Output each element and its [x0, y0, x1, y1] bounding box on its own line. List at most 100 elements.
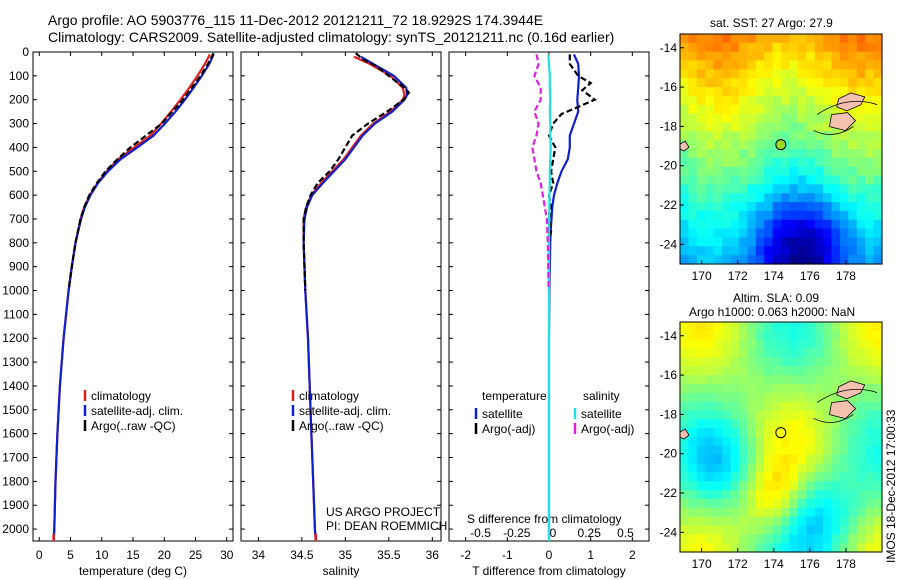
map-sat-sst-map: 170 172 174 176 178 -14 -16 -18 -20 -22 -24	[660, 33, 883, 283]
x-tick-label: -2	[460, 548, 471, 562]
series-line-t-argo-adj-	[547, 54, 597, 291]
plot-frame	[240, 51, 442, 542]
legend-label: Argo(-adj)	[482, 422, 535, 436]
x-tick-label: 176	[800, 269, 820, 283]
s-tick-label: 0.5	[617, 526, 634, 540]
series-line-s-satellite	[547, 54, 552, 541]
x-tick-label: 36	[426, 548, 440, 562]
argo-float-marker	[775, 139, 787, 151]
s-tick-label: 0.25	[578, 526, 602, 540]
x-tick-label: 178	[836, 557, 856, 571]
legend-label: satellite	[482, 407, 523, 421]
credit-line2: PI: DEAN ROEMMICH	[326, 519, 447, 533]
y-tick-label: 0	[22, 45, 29, 59]
y-tick-label: 500	[9, 164, 29, 178]
x-tick-label: 34	[252, 548, 266, 562]
legend-label: climatology	[299, 389, 359, 403]
x-tick-label: 35	[339, 548, 353, 562]
y-tick-label: -18	[660, 119, 678, 133]
legend-label: Argo(..raw -QC)	[91, 419, 176, 433]
map-frame	[679, 321, 883, 553]
sla-map-title-line1: Altim. SLA: 0.09	[733, 291, 820, 305]
y-tick-label: -16	[660, 80, 678, 94]
legend-title-salinity: salinity	[583, 389, 620, 403]
s-tick-label: -0.25	[503, 526, 531, 540]
x-tick-label: 15	[126, 548, 140, 562]
legend-title-temperature: temperature	[482, 389, 547, 403]
x-tick-label: 35.5	[377, 548, 401, 562]
y-tick-label: 1600	[2, 427, 29, 441]
profile-panel-salinity: 34 34.5 35 35.5 36 salinity climatologysatelli…	[240, 51, 442, 578]
y-tick-label: -20	[660, 159, 678, 173]
y-tick-label: 1200	[2, 331, 29, 345]
figure-title-line1: Argo profile: AO 5903776_115 11-Dec-2012…	[48, 12, 544, 28]
y-tick-label: -16	[660, 368, 678, 382]
x-tick-label: 5	[67, 548, 74, 562]
colour-field	[680, 322, 883, 553]
legend-label: Argo(-adj)	[581, 422, 634, 436]
x-tick-label: 30	[220, 548, 234, 562]
y-tick-label: -24	[660, 237, 678, 251]
plot-frame	[32, 51, 234, 542]
sst-map-title: sat. SST: 27 Argo: 27.9	[710, 16, 833, 30]
series-line-argo-raw-qc-	[302, 52, 411, 291]
y-tick-label: 2000	[2, 522, 29, 536]
y-tick-label: -22	[660, 486, 678, 500]
x-tick-label: 2	[629, 548, 636, 562]
x-axis-label: temperature (deg C)	[79, 564, 187, 578]
x-axis-label: salinity	[323, 564, 360, 578]
series-line-s-argo-adj-	[531, 54, 550, 291]
y-tick-label: -14	[660, 329, 678, 343]
y-tick-label: -18	[660, 407, 678, 421]
y-tick-label: 1900	[2, 498, 29, 512]
legend-label: satellite-adj. clim.	[91, 404, 183, 418]
y-tick-label: 700	[9, 212, 29, 226]
island-shape	[829, 400, 857, 420]
reef-contour	[813, 100, 878, 135]
series-line-satellite-adj-clim-	[302, 55, 409, 542]
s-tick-label: 0	[550, 526, 557, 540]
y-tick-label: -14	[660, 41, 678, 55]
series-line-argo-raw-qc-	[67, 52, 215, 291]
profile-panel-temperature: 0100200300400500600700800900100011001200…	[2, 45, 233, 578]
s-tick-label: -0.5	[470, 526, 491, 540]
s-axis-label: S difference from climatology	[467, 512, 622, 526]
y-tick-label: 100	[9, 69, 29, 83]
x-tick-label: 172	[728, 269, 748, 283]
legend-label: satellite-adj. clim.	[299, 404, 391, 418]
y-tick-label: -24	[660, 525, 678, 539]
reef-contour	[813, 388, 878, 423]
y-tick-label: -22	[660, 198, 678, 212]
x-axis-label: T difference from climatology	[472, 564, 626, 578]
x-tick-label: 20	[158, 548, 172, 562]
y-tick-label: 300	[9, 117, 29, 131]
x-tick-label: 10	[95, 548, 109, 562]
x-tick-label: 170	[692, 269, 712, 283]
x-tick-label: 174	[764, 557, 784, 571]
y-tick-label: 1400	[2, 379, 29, 393]
legend-label: Argo(..raw -QC)	[299, 419, 384, 433]
x-tick-label: 174	[764, 269, 784, 283]
y-tick-label: 200	[9, 93, 29, 107]
x-tick-label: 0	[36, 548, 43, 562]
x-tick-label: 34.5	[290, 548, 314, 562]
y-tick-label: 900	[9, 260, 29, 274]
legend-label: climatology	[91, 389, 151, 403]
y-tick-label: -20	[660, 447, 678, 461]
y-tick-label: 1500	[2, 403, 29, 417]
x-tick-label: 172	[728, 557, 748, 571]
x-tick-label: 176	[800, 557, 820, 571]
argo-float-marker	[775, 427, 787, 439]
y-tick-label: 1700	[2, 451, 29, 465]
island-shape	[829, 112, 857, 132]
sla-map-title-line2: Argo h1000: 0.063 h2000: NaN	[689, 305, 856, 319]
x-tick-label: 1	[587, 548, 594, 562]
y-tick-label: 600	[9, 188, 29, 202]
credit-line1: US ARGO PROJECT	[326, 505, 441, 519]
legend-label: satellite	[581, 407, 622, 421]
figure-title-line2: Climatology: CARS2009. Satellite-adjuste…	[48, 29, 615, 45]
y-tick-label: 800	[9, 236, 29, 250]
y-tick-label: 1300	[2, 355, 29, 369]
map-sla-map: 170 172 174 176 178 -14 -16 -18 -20 -22 -24	[660, 321, 883, 571]
